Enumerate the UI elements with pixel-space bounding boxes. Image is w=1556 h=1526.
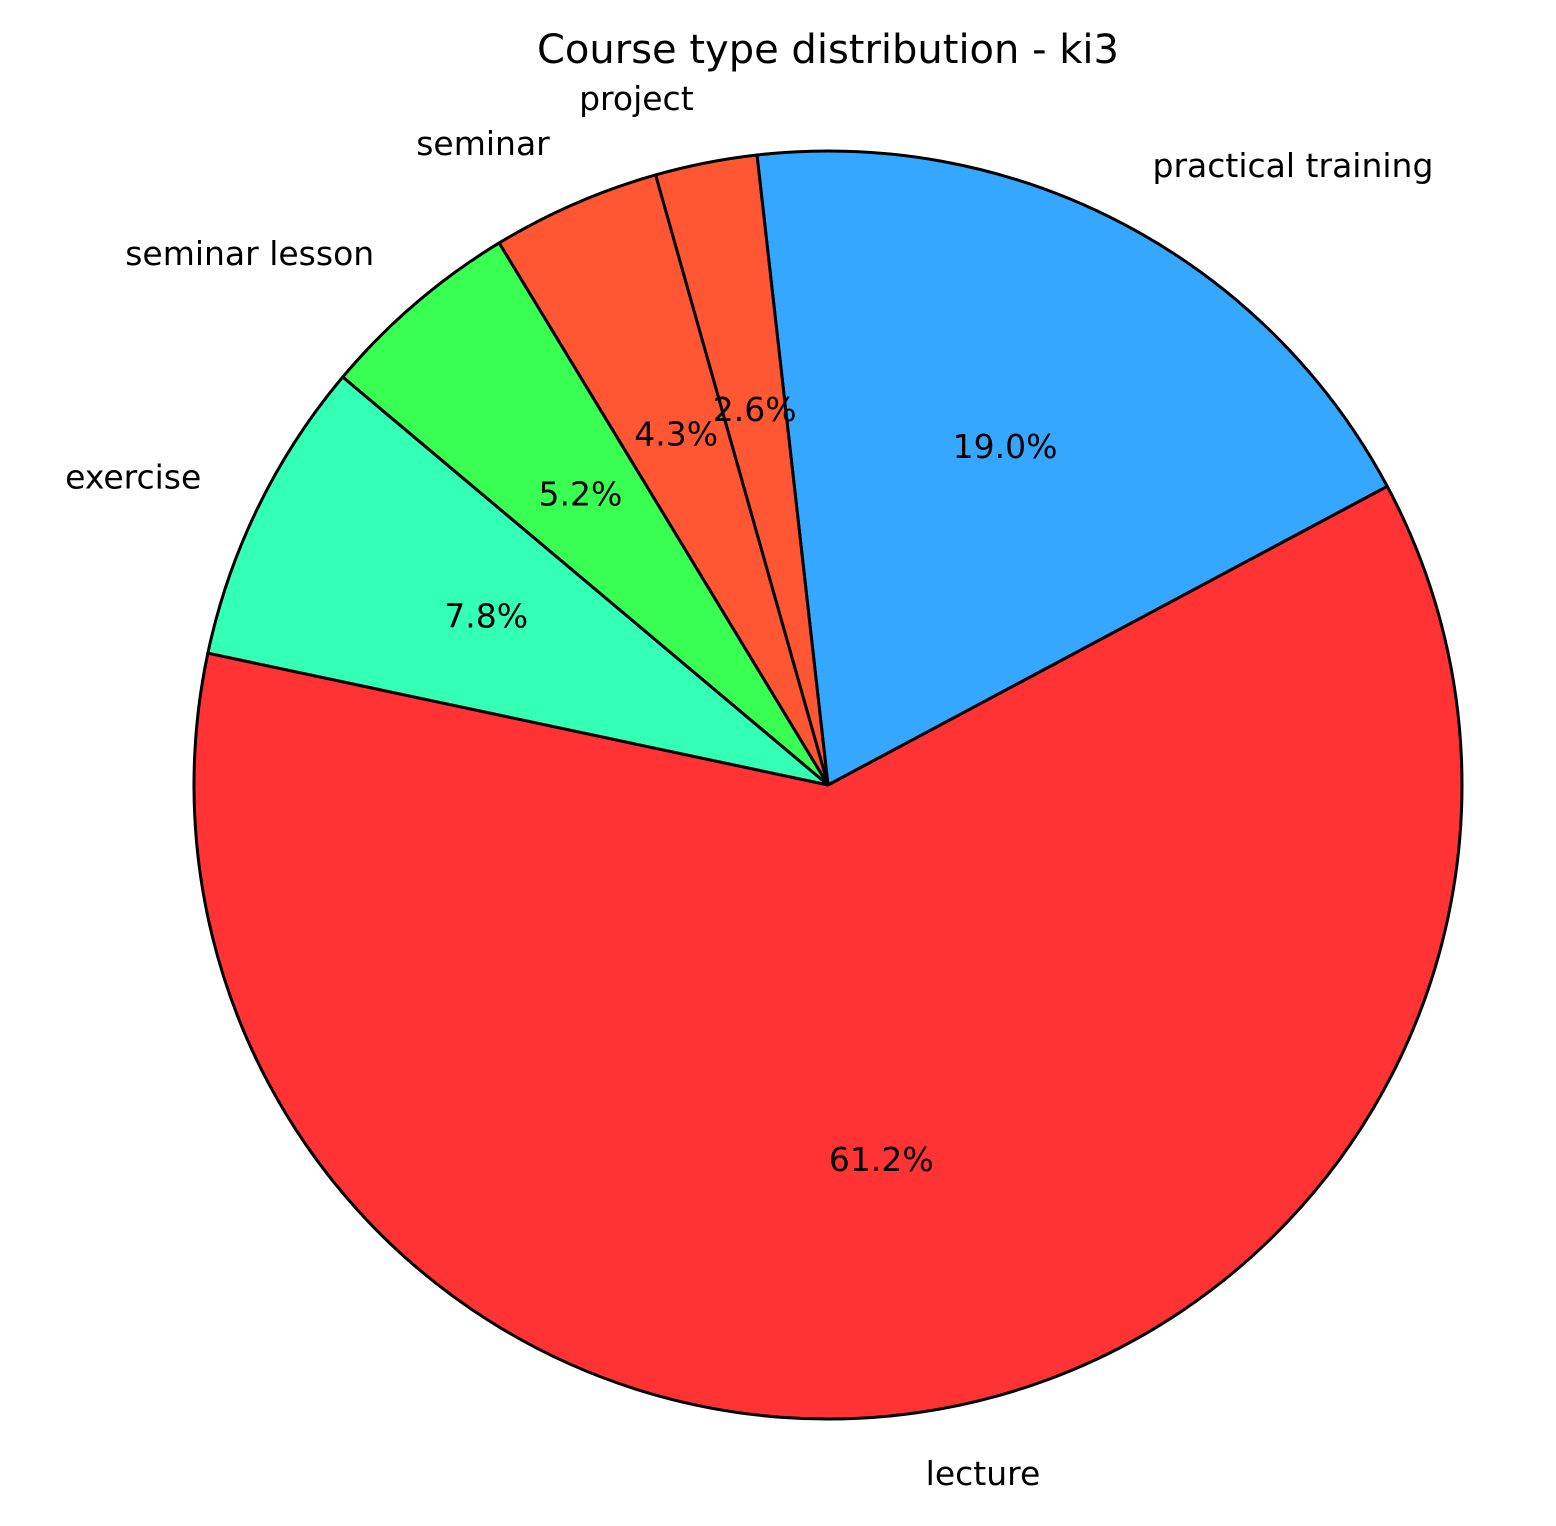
pie-slice [206,375,830,787]
value-label: 2.6% [713,390,797,429]
value-label: 61.2% [829,1140,934,1179]
value-label: 4.3% [634,415,718,454]
slice-label: lecture [926,1454,1041,1493]
value-label: 19.0% [953,427,1058,466]
slice-label: exercise [65,457,201,496]
value-label: 7.8% [444,597,528,636]
slice-label: seminar lesson [125,234,374,273]
slice-label: project [579,79,694,118]
chart-title: Course type distribution - ki3 [537,27,1119,73]
pie-slice [341,241,830,787]
slice-label: seminar [416,124,550,163]
value-label: 5.2% [539,475,623,514]
pie-slice [192,484,1464,1421]
pie-slice [755,149,1389,787]
slice-label: practical training [1153,146,1434,185]
pie-slice [497,173,830,787]
